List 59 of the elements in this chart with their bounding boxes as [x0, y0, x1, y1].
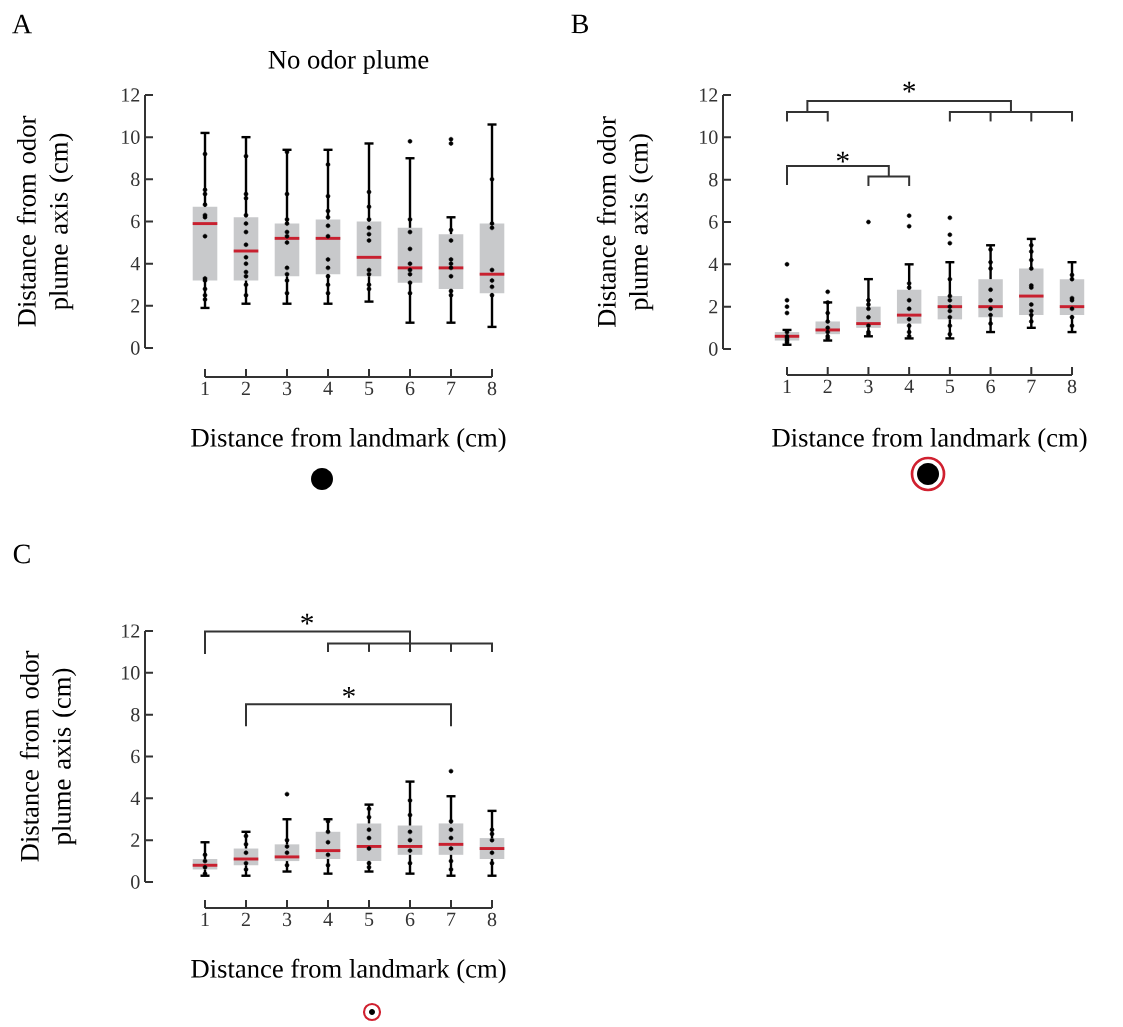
x-tick-label: 3 [282, 912, 292, 927]
x-tick-label: 6 [405, 381, 415, 396]
x-tick-label: 6 [405, 912, 415, 927]
x-tick-label: 6 [986, 379, 995, 394]
y-tick-label: 2 [709, 300, 718, 314]
y-tick-label: 2 [131, 833, 140, 847]
y-tick-label: 6 [131, 749, 140, 764]
y-tick-label: 6 [131, 214, 140, 229]
x-tick-label: 5 [365, 912, 374, 926]
x-tick-label: 7 [1027, 379, 1036, 393]
x-tick-label: 1 [201, 912, 209, 926]
y-axis-title: Distance from odor plume axis (cm) [596, 116, 654, 328]
x-axis-title: Distance from landmark (cm) [191, 427, 506, 453]
y-axis-title: Distance from odor plume axis (cm) [16, 115, 74, 327]
x-tick-label: 4 [323, 381, 333, 395]
x-tick-label: 1 [783, 379, 791, 393]
annotation: * [343, 686, 355, 698]
text: * [301, 613, 314, 625]
x-tick-label: 2 [241, 912, 250, 926]
x-tick-label: 2 [823, 379, 832, 393]
x-tick-label: 5 [365, 381, 374, 395]
y-tick-label: 0 [131, 341, 140, 355]
y-tick-label: 10 [700, 130, 718, 145]
y-tick-label: 4 [708, 257, 718, 271]
x-tick-label: 3 [282, 381, 292, 396]
x-tick-label: 1 [201, 381, 209, 395]
x-tick-label: 3 [864, 379, 873, 394]
x-tick-label: 5 [946, 379, 955, 393]
chart-title: No odor plume [268, 49, 429, 75]
x-tick-label: 4 [323, 912, 333, 926]
y-tick-label: 8 [131, 172, 140, 187]
y-tick-label: 4 [130, 791, 140, 805]
x-tick-label: 8 [487, 381, 497, 396]
y-tick-label: 8 [131, 707, 140, 722]
x-tick-label: 4 [904, 379, 914, 393]
x-tick-label: 8 [1067, 379, 1077, 394]
x-tick-label: 8 [487, 912, 497, 927]
x-axis-title: Distance from landmark (cm) [191, 958, 506, 984]
y-tick-label: 10 [122, 666, 140, 680]
y-tick-label: 8 [709, 172, 718, 187]
annotation: * [836, 151, 849, 163]
y-tick-label: 12 [122, 624, 140, 638]
text: A [12, 14, 32, 34]
x-tick-label: 2 [241, 381, 250, 395]
y-tick-label: 10 [122, 130, 140, 144]
text: C [13, 544, 30, 564]
text: B [571, 14, 588, 34]
y-tick-label: 4 [130, 257, 140, 271]
y-tick-label: 12 [122, 88, 140, 102]
y-tick-label: 0 [131, 875, 140, 889]
x-tick-label: 7 [447, 912, 456, 926]
y-axis-title: Distance from odor plume axis (cm) [19, 650, 77, 862]
text: * [903, 81, 916, 93]
x-tick-label: 7 [447, 381, 456, 395]
y-tick-label: 0 [709, 342, 718, 356]
x-axis-title: Distance from landmark (cm) [772, 427, 1087, 453]
y-tick-label: 2 [131, 299, 140, 313]
y-tick-label: 6 [709, 215, 718, 229]
y-tick-label: 12 [700, 88, 718, 102]
